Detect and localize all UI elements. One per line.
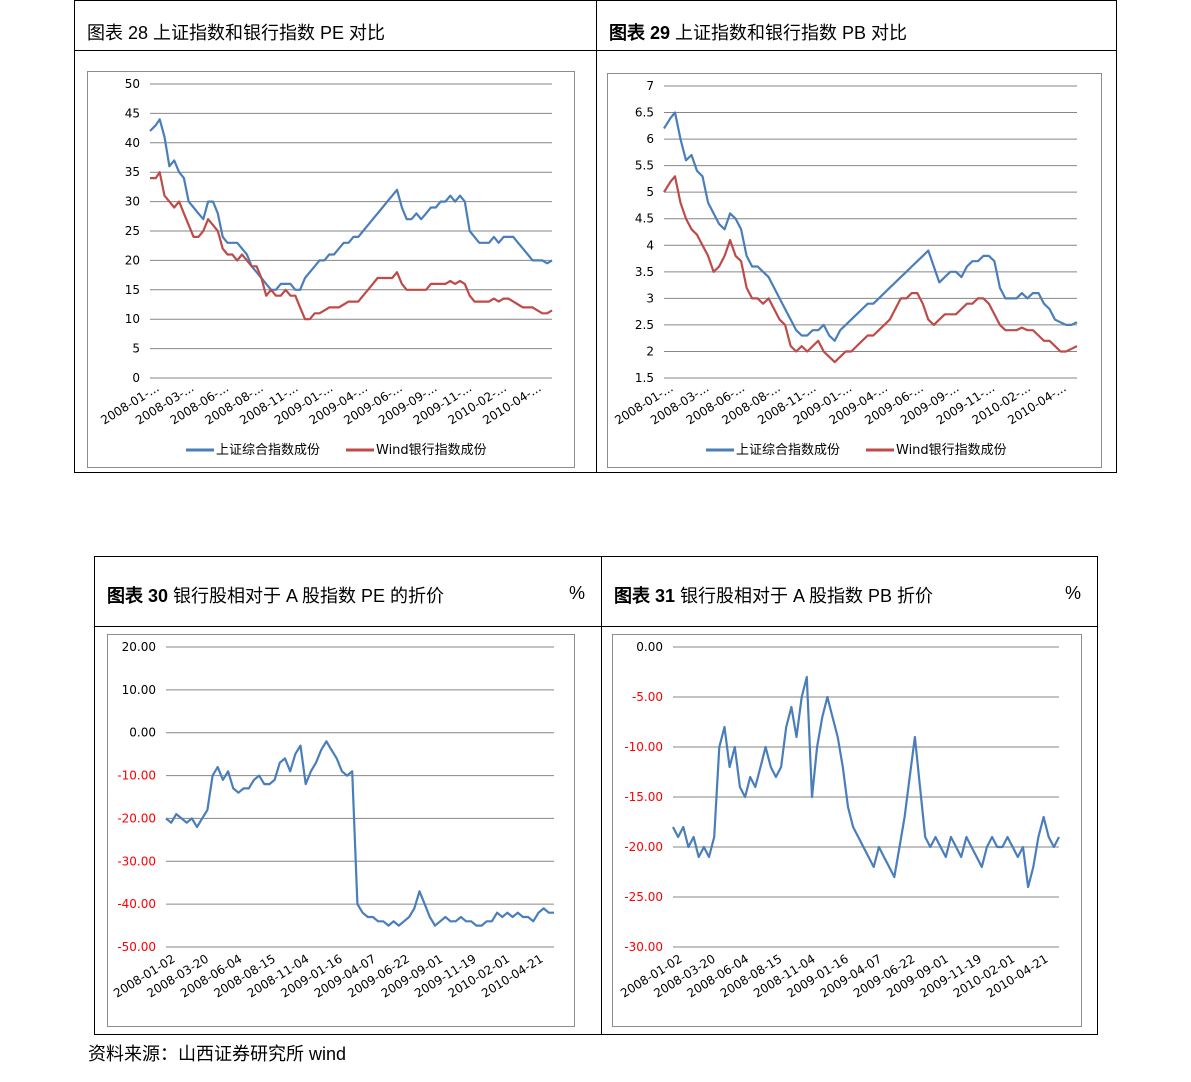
y-tick-label: 0.00 (129, 726, 156, 740)
y-tick-label: 6.5 (635, 106, 654, 120)
y-tick-label: -30.00 (117, 854, 156, 868)
y-tick-label: -5.00 (632, 690, 663, 704)
series-line (672, 675, 1060, 889)
source-note: 资料来源：山西证券研究所 wind (88, 1044, 347, 1064)
unit-label: % (1064, 583, 1081, 603)
panel-title: 图表 28 上证指数和银行指数 PE 对比 (87, 23, 386, 43)
pb-compare-chart: 1.522.533.544.555.566.572008-01-...2008-… (612, 79, 1078, 458)
series-line (165, 740, 554, 927)
panel-header: 图表 28 上证指数和银行指数 PE 对比 (75, 1, 596, 51)
chart-frame: 1.5 2 2.5 3 3.5 4 4.5 5 5.5 6 6.5 7 2008-01-... 2008-… (607, 73, 1102, 468)
y-tick-label: 3 (646, 291, 654, 305)
panel-pb-compare: 图表 29 上证指数和银行指数 PB 对比 1.5 2 2.5 3 3.5 4 4.5 5 5.… (596, 0, 1117, 473)
unit-label: % (568, 583, 585, 603)
chart-frame: 0 5 10 15 20 25 30 35 40 45 50 2008-01-... 2008-03-.… (87, 71, 575, 468)
y-tick-label: 15 (125, 283, 140, 297)
y-tick-label: 35 (125, 165, 140, 179)
y-tick-label: -20.00 (117, 811, 156, 825)
y-tick-label: 3.5 (635, 265, 654, 279)
series-line (663, 111, 1078, 342)
legend-label: 上证综合指数成份 (736, 443, 840, 458)
y-tick-label: 20 (125, 253, 140, 267)
y-tick-label: 2 (646, 344, 654, 358)
pe-discount-chart: -50.00 -40.00 -30.00 -20.00 -10.00 0.00 10.00 2… (111, 640, 554, 1001)
y-tick-label: 1.5 (635, 371, 654, 385)
y-tick-label: 4 (646, 238, 654, 252)
series-line (149, 118, 553, 291)
y-tick-label: 10 (125, 312, 140, 326)
chart-frame: -30.00 -25.00 -20.00 -15.00 -10.00 -5.00 0.00 2… (612, 634, 1082, 1027)
y-tick-label: -10.00 (624, 740, 663, 754)
panel-title: 图表 30 银行股相对于 A 股指数 PE 的折价 (107, 586, 445, 606)
y-tick-label: 25 (125, 224, 140, 238)
series-line (663, 175, 1078, 364)
y-tick-label: 5 (646, 185, 654, 199)
panel-header: 图表 31 银行股相对于 A 股指数 PB 折价 % (602, 577, 1097, 627)
y-tick-label: -30.00 (624, 940, 663, 954)
y-tick-label: 30 (125, 195, 140, 209)
chart-frame: -50.00 -40.00 -30.00 -20.00 -10.00 0.00 10.00 2… (107, 634, 575, 1027)
y-tick-label: -20.00 (624, 840, 663, 854)
y-tick-label: 4.5 (635, 212, 654, 226)
y-tick-label: 45 (125, 106, 140, 120)
y-tick-label: 0 (132, 371, 140, 385)
y-tick-label: -10.00 (117, 769, 156, 783)
legend-label: Wind银行指数成份 (896, 443, 1007, 458)
panel-pb-discount: 图表 31 银行股相对于 A 股指数 PB 折价 % -30.00 -25.00 -… (601, 556, 1098, 1035)
panel-title: 图表 29 上证指数和银行指数 PB 对比 (609, 23, 908, 43)
panel-header: 图表 30 银行股相对于 A 股指数 PE 的折价 % (95, 577, 601, 627)
y-tick-label: 0.00 (636, 640, 663, 654)
pb-discount-chart: -30.00-25.00-20.00-15.00-10.00-5.000.002… (618, 640, 1060, 1001)
y-tick-label: 50 (125, 77, 140, 91)
panel-header: 图表 29 上证指数和银行指数 PB 对比 (597, 1, 1116, 51)
y-tick-label: 6 (646, 132, 654, 146)
legend-label: Wind银行指数成份 (376, 443, 487, 458)
legend-label: 上证综合指数成份 (216, 443, 320, 458)
y-tick-label: -40.00 (117, 897, 156, 911)
series-line (150, 171, 553, 321)
y-tick-label: -50.00 (117, 940, 156, 954)
y-tick-label: 5 (132, 342, 140, 356)
y-tick-label: -25.00 (624, 890, 663, 904)
y-tick-label: 40 (125, 136, 140, 150)
y-tick-label: -15.00 (624, 790, 663, 804)
panel-pe-discount: 图表 30 银行股相对于 A 股指数 PE 的折价 % -50.00 -40.00… (94, 556, 602, 1035)
panel-pe-compare: 图表 28 上证指数和银行指数 PE 对比 0 5 10 15 20 25 30 35 40 45… (74, 0, 597, 473)
y-tick-label: 2.5 (635, 318, 654, 332)
y-tick-label: 5.5 (635, 159, 654, 173)
panel-title: 图表 31 银行股相对于 A 股指数 PB 折价 (614, 586, 934, 606)
y-tick-label: 7 (646, 79, 654, 93)
pe-compare-chart: 051015202530354045502008-01-...2008-03-.… (98, 77, 553, 458)
y-tick-label: 10.00 (122, 683, 156, 697)
y-tick-label: 20.00 (122, 640, 156, 654)
